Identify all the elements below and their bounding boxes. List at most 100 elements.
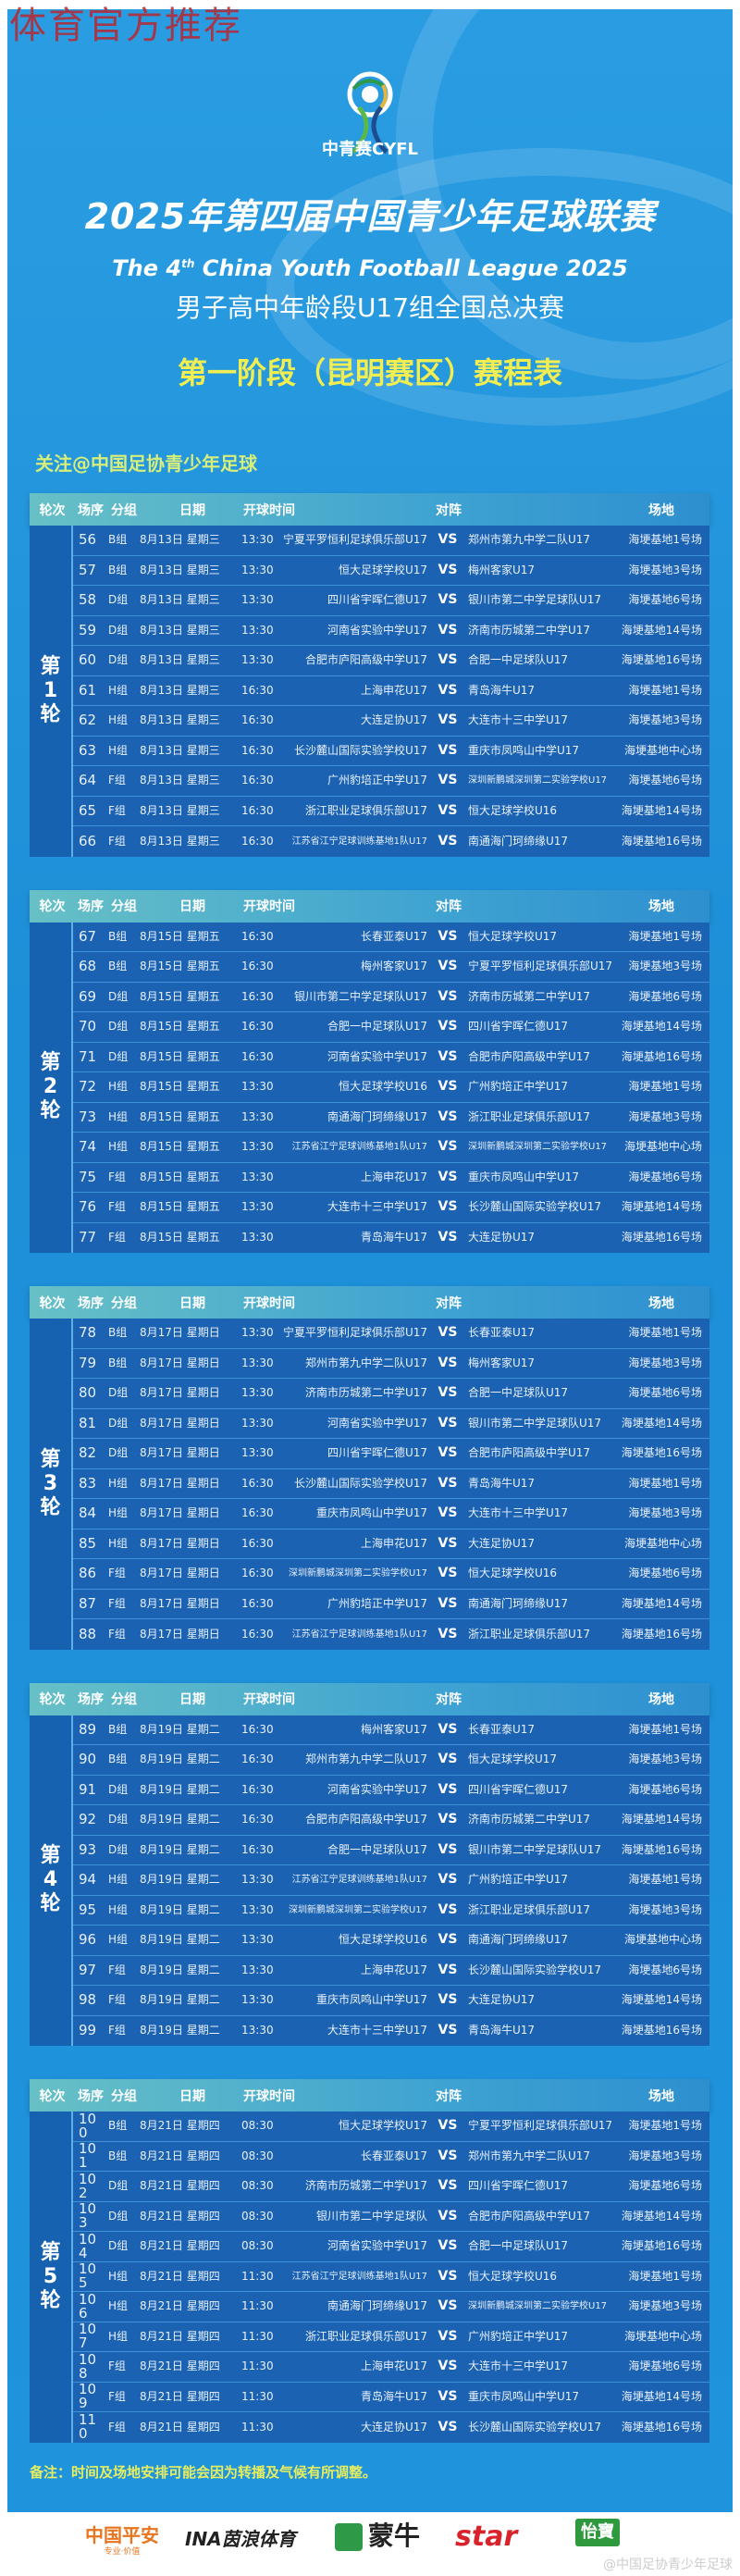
vs-label: VS <box>438 988 458 1004</box>
cell-group: F组 <box>108 2420 126 2434</box>
cell-time: 16:30 <box>241 1596 274 1610</box>
cell-group: H组 <box>108 1536 129 1550</box>
cell-time: 16:30 <box>241 713 274 727</box>
cell-time: 11:30 <box>241 2329 274 2343</box>
cell-home: 济南市历城第二中学U17 <box>304 1386 427 1400</box>
cell-venue: 海埂基地16号场 <box>621 1049 702 1063</box>
cell-group: H组 <box>108 1080 129 1094</box>
cell-group: H组 <box>108 1873 129 1887</box>
cell-venue: 海埂基地6号场 <box>628 989 702 1003</box>
cell-home: 江苏省江宁足球训练基地1队U17 <box>291 1875 427 1886</box>
header-match: 对阵 <box>436 1295 462 1311</box>
cell-date: 8月15日 星期五 <box>140 1109 220 1123</box>
cell-away: 梅州客家U17 <box>468 563 536 576</box>
cell-group: B组 <box>108 2119 128 2133</box>
cell-home: 郑州市第九中学二队U17 <box>304 1356 427 1369</box>
cell-home: 河南省实验中学U17 <box>327 1416 427 1430</box>
cell-date: 8月15日 星期五 <box>140 1140 220 1154</box>
table-row: 92 D组 8月19日 星期二 16:30 合肥市庐阳高级中学U17 VS 济南市历城第二中… <box>73 1805 709 1836</box>
cell-no: 62 <box>79 712 97 729</box>
title-cn: 2025年第四届中国青少年足球联赛 <box>84 196 656 237</box>
follow-text: 关注@中国足协青少年足球 <box>35 452 257 475</box>
cell-no: 82 <box>79 1444 97 1462</box>
cell-no: 74 <box>79 1138 97 1156</box>
round-label-char: 轮 <box>40 1892 61 1916</box>
cell-venue: 海埂基地14号场 <box>621 623 702 637</box>
cell-time: 13:30 <box>241 653 274 667</box>
cell-venue: 海埂基地14号场 <box>621 1020 702 1034</box>
cell-away: 恒大足球学校U16 <box>468 2269 558 2283</box>
header-date: 日期 <box>179 1692 205 1707</box>
table-row: 95 H组 8月19日 星期二 13:30 深圳新鹏城深圳第二实验学校U17 VS 浙江职业… <box>73 1895 709 1926</box>
cell-venue: 海埂基地1号场 <box>628 1326 702 1340</box>
mengniu-icon <box>335 2523 363 2551</box>
header-group: 分组 <box>111 2088 137 2104</box>
round-label-char: 轮 <box>40 702 61 726</box>
cell-no: 63 <box>79 741 97 759</box>
vs-label: VS <box>438 1535 458 1551</box>
cell-group: F组 <box>108 2359 126 2373</box>
cell-venue: 海埂基地3号场 <box>628 563 702 576</box>
sponsor-name: 中国平安 <box>85 2524 159 2546</box>
round-label-char: 第 <box>40 2240 61 2264</box>
cell-group: D组 <box>108 593 129 607</box>
cell-no: 84 <box>79 1505 97 1522</box>
round-label-char: 1 <box>43 678 58 702</box>
cell-date: 8月19日 星期二 <box>140 1993 220 2007</box>
cell-group: F组 <box>108 803 126 817</box>
cell-group: H组 <box>108 1476 129 1490</box>
cell-no: 105 <box>79 2260 97 2292</box>
vs-label: VS <box>438 1872 458 1888</box>
cell-group: B组 <box>108 1752 128 1766</box>
cell-time: 11:30 <box>241 2359 274 2373</box>
cell-home: 河南省实验中学U17 <box>327 2239 427 2253</box>
header-match: 对阵 <box>436 2088 462 2104</box>
cell-away: 大连市十三中学U17 <box>468 713 569 727</box>
cell-date: 8月13日 星期三 <box>140 743 220 757</box>
cell-venue: 海埂基地6号场 <box>628 774 702 787</box>
title-en-sup: th <box>181 257 195 270</box>
cell-away: 合肥市庐阳高级中学U17 <box>468 1049 591 1063</box>
table-row: 109 F组 8月21日 星期四 11:30 青岛海牛U17 VS 重庆市凤鸣山中学U17 海… <box>73 2382 709 2412</box>
cell-venue: 海埂基地中心场 <box>623 1536 702 1550</box>
cell-away: 青岛海牛U17 <box>468 683 536 697</box>
cell-away: 郑州市第九中学二队U17 <box>468 2149 591 2162</box>
cell-time: 16:30 <box>241 683 274 697</box>
cyfl-logo-icon <box>347 71 393 155</box>
cell-date: 8月19日 星期二 <box>140 1963 220 1976</box>
vs-label: VS <box>438 1505 458 1521</box>
header-match: 对阵 <box>436 899 462 914</box>
table-row: 100 B组 8月21日 星期四 08:30 恒大足球学校U17 VS 宁夏平罗恒利足球俱乐… <box>73 2112 709 2142</box>
round-table: 轮次 场序 分组 日期 开球时间 对阵 场地第 1 轮 56 B组 8月13日 星期三 13:30 宁夏平… <box>30 493 709 857</box>
stage-title: 第一阶段（昆明赛区）赛程表 <box>177 355 562 390</box>
cell-date: 8月19日 星期二 <box>140 1722 220 1736</box>
vs-label: VS <box>438 1019 458 1034</box>
header-round: 轮次 <box>39 1295 66 1311</box>
cell-date: 8月17日 星期日 <box>140 1476 220 1490</box>
cell-home: 大连市十三中学U17 <box>327 1200 427 1214</box>
round-table: 轮次 场序 分组 日期 开球时间 对阵 场地第 3 轮 78 B组 8月17日 星期日 13:30 宁夏平… <box>30 1286 709 1650</box>
cell-home: 青岛海牛U17 <box>360 2389 427 2403</box>
cell-venue: 海埂基地中心场 <box>623 1933 702 1947</box>
cell-venue: 海埂基地14号场 <box>621 1596 702 1610</box>
cell-no: 68 <box>79 958 97 975</box>
cell-away: 济南市历城第二中学U17 <box>468 1813 591 1827</box>
cell-venue: 海埂基地3号场 <box>628 1356 702 1369</box>
cell-date: 8月19日 星期二 <box>140 1902 220 1916</box>
vs-label: VS <box>438 622 458 638</box>
cell-no: 77 <box>79 1229 97 1246</box>
cell-venue: 海埂基地中心场 <box>623 2329 702 2343</box>
sponsor-star-logo: star <box>455 2520 518 2553</box>
cell-venue: 海埂基地1号场 <box>628 683 702 697</box>
cell-home: 重庆市凤鸣山中学U17 <box>315 1506 427 1520</box>
cell-date: 8月17日 星期日 <box>140 1326 220 1340</box>
cell-away: 合肥市庐阳高级中学U17 <box>468 1446 591 1460</box>
vs-label: VS <box>438 2298 458 2314</box>
cell-group: H组 <box>108 713 129 727</box>
vs-label: VS <box>438 2178 458 2194</box>
cell-venue: 海埂基地16号场 <box>621 1231 702 1245</box>
cell-home: 长沙麓山国际实验学校U17 <box>293 1476 427 1490</box>
cell-away: 恒大足球学校U17 <box>468 1752 558 1766</box>
header-no: 场序 <box>78 1295 104 1311</box>
cell-group: F组 <box>108 2389 126 2403</box>
